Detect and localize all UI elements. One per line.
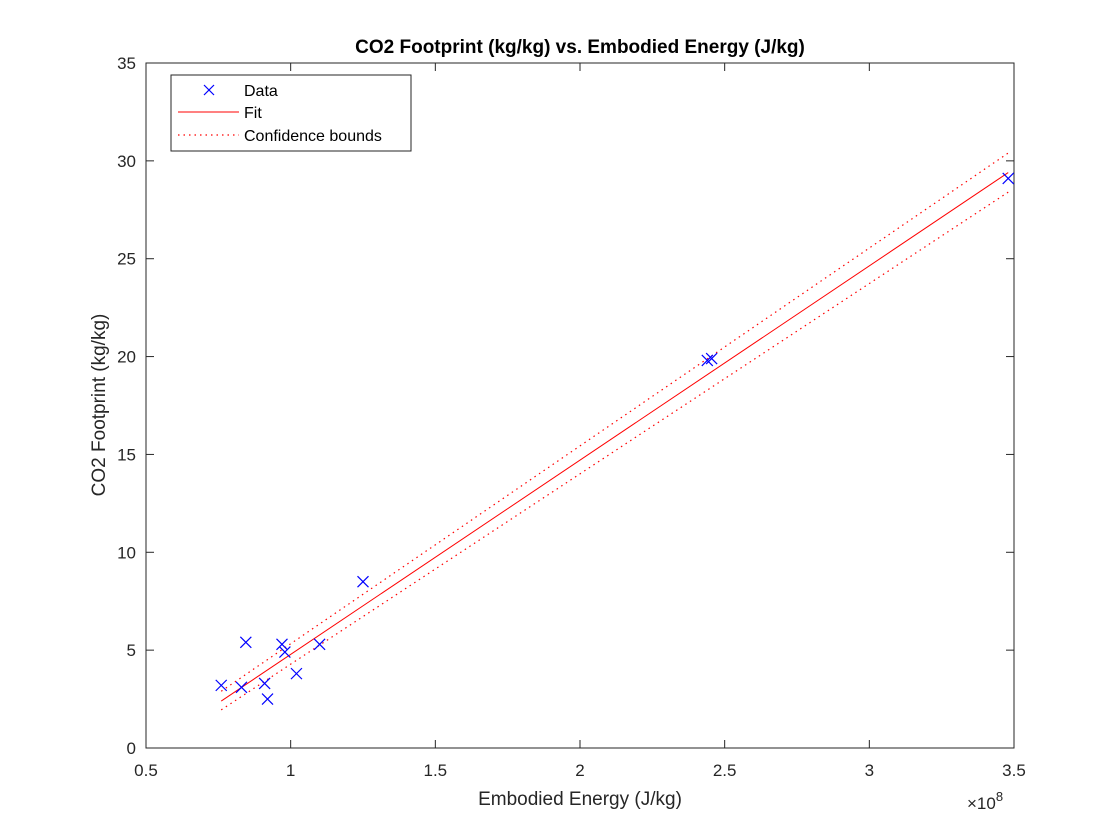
data-point [313,638,326,651]
data-point [278,646,291,659]
y-axis-label: CO2 Footprint (kg/kg) [89,314,110,497]
legend-bounds-label: Confidence bounds [244,128,382,145]
y-tick-label: 25 [117,250,136,269]
data-point [276,638,288,651]
x-tick-label: 3 [865,761,874,780]
legend-box [170,74,412,152]
plot-area [145,62,1015,749]
y-tick-label: 15 [117,445,136,464]
y-tick-label: 5 [127,641,136,660]
x-tick-label: 3.5 [1002,761,1026,780]
y-tick-label: 10 [117,543,136,562]
legend-data-marker [203,84,215,96]
chart-title: CO2 Footprint (kg/kg) vs. Embodied Energ… [355,37,805,58]
fit-line [220,172,1009,702]
x-exponent-power: 8 [996,789,1003,804]
data-point [701,354,714,367]
data-point [258,677,271,690]
x-tick-label: 2.5 [713,761,737,780]
x-exponent-label: ×108 [967,789,1003,813]
legend: Data Fit Confidence bounds [170,74,412,152]
x-tick-label: 1 [286,761,295,780]
legend-fit-label: Fit [244,105,262,122]
fit-line-segment [220,172,1009,702]
y-tick-label: 35 [117,54,136,73]
y-tick-label: 20 [117,348,136,367]
data-point [261,693,274,705]
x-tick-label: 2 [575,761,584,780]
y-ticks: 0 5 10 15 20 25 30 35 [117,54,1014,758]
data-point [290,667,303,680]
data-points [215,172,1015,705]
data-point [1002,172,1015,185]
data-point [705,352,718,365]
x-ticks: 0.5 1 1.5 2 2.5 3 3.5 [134,63,1026,780]
y-tick-label: 0 [127,739,136,758]
legend-data-label: Data [244,83,278,100]
x-tick-label: 0.5 [134,761,158,780]
data-point [239,636,252,649]
x-exponent-base: ×10 [967,794,996,813]
x-tick-label: 1.5 [424,761,448,780]
data-point [215,679,228,692]
data-point [357,575,369,588]
x-axis-label: Embodied Energy (J/kg) [478,789,682,810]
y-tick-label: 30 [117,152,136,171]
data-point [235,681,248,694]
